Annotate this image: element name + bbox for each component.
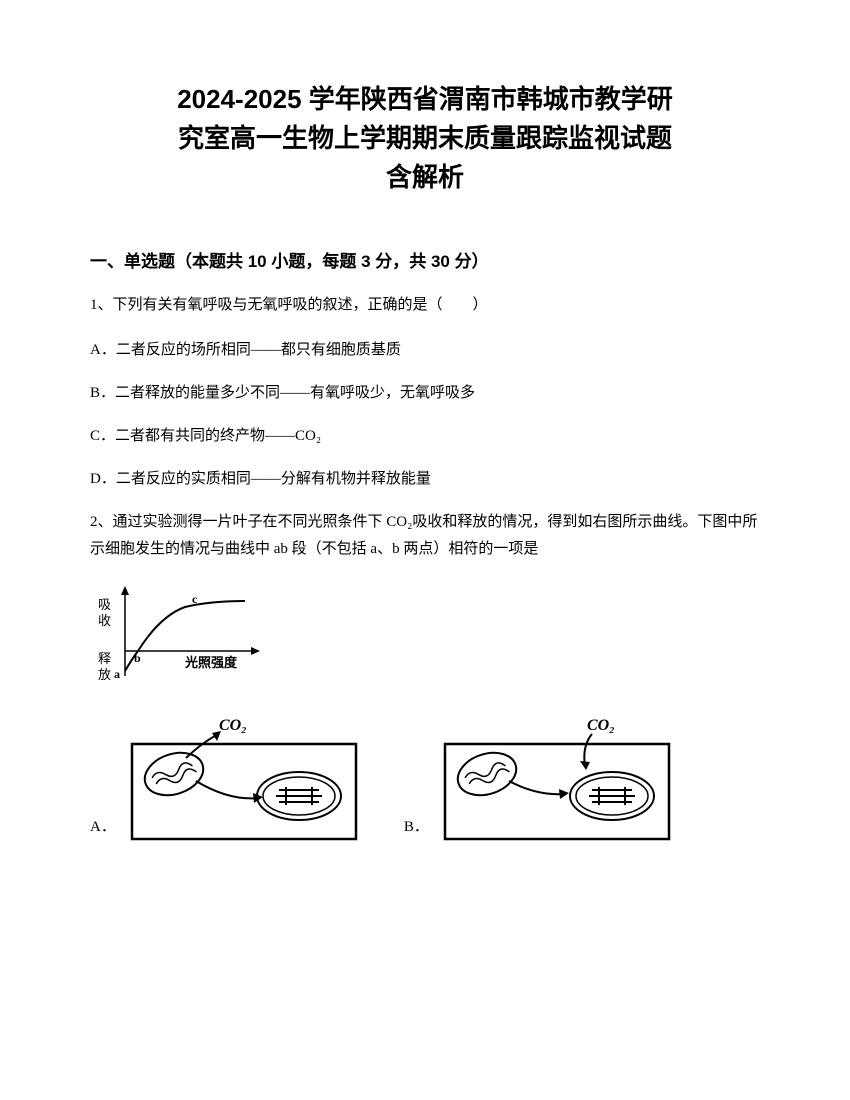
graph-ylabel-top: 吸 <box>98 597 111 612</box>
co2-absorption-graph: a b c 吸 收 释 放 光照强度 <box>90 581 270 691</box>
graph-point-c: c <box>192 592 198 606</box>
title-line-3: 含解析 <box>90 158 760 197</box>
co2-graph-container: a b c 吸 收 释 放 光照强度 <box>90 581 760 696</box>
cell-diagram-a: CO₂ <box>124 716 364 846</box>
question-1-option-c: C．二者都有共同的终产物——CO₂ <box>90 423 760 450</box>
document-title: 2024-2025 学年陕西省渭南市韩城市教学研 究室高一生物上学期期末质量跟踪… <box>90 80 760 197</box>
question-2-text: 2、通过实验测得一片叶子在不同光照条件下 CO₂吸收和释放的情况，得到如右图所示… <box>90 509 760 563</box>
graph-xlabel: 光照强度 <box>184 655 238 670</box>
diagram-label-a: A． <box>90 815 116 836</box>
section-heading: 一、单选题（本题共 10 小题，每题 3 分，共 30 分） <box>90 247 760 272</box>
cell-diagram-b: CO₂ <box>437 716 677 846</box>
graph-point-a: a <box>114 667 120 681</box>
diagram-label-b: B． <box>404 815 429 836</box>
co2-label-b: CO₂ <box>587 717 615 734</box>
graph-ylabel-bottom2: 放 <box>98 667 111 682</box>
co2-label-a: CO₂ <box>219 717 247 734</box>
graph-ylabel-bottom: 释 <box>98 651 111 666</box>
question-1-text: 1、下列有关有氧呼吸与无氧呼吸的叙述，正确的是（ ） <box>90 292 760 319</box>
title-line-2: 究室高一生物上学期期末质量跟踪监视试题 <box>90 119 760 158</box>
question-1-option-b: B．二者释放的能量多少不同——有氧呼吸少，无氧呼吸多 <box>90 380 760 407</box>
diagram-option-a-container: A． CO₂ <box>90 716 364 846</box>
title-line-1: 2024-2025 学年陕西省渭南市韩城市教学研 <box>90 80 760 119</box>
question-1-option-a: A．二者反应的场所相同——都只有细胞质基质 <box>90 337 760 364</box>
graph-ylabel-top2: 收 <box>98 613 111 628</box>
question-1-option-d: D．二者反应的实质相同——分解有机物并释放能量 <box>90 466 760 493</box>
graph-point-b: b <box>134 651 141 665</box>
diagram-options-row: A． CO₂ B． <box>90 716 760 846</box>
diagram-option-b-container: B． CO₂ <box>404 716 677 846</box>
